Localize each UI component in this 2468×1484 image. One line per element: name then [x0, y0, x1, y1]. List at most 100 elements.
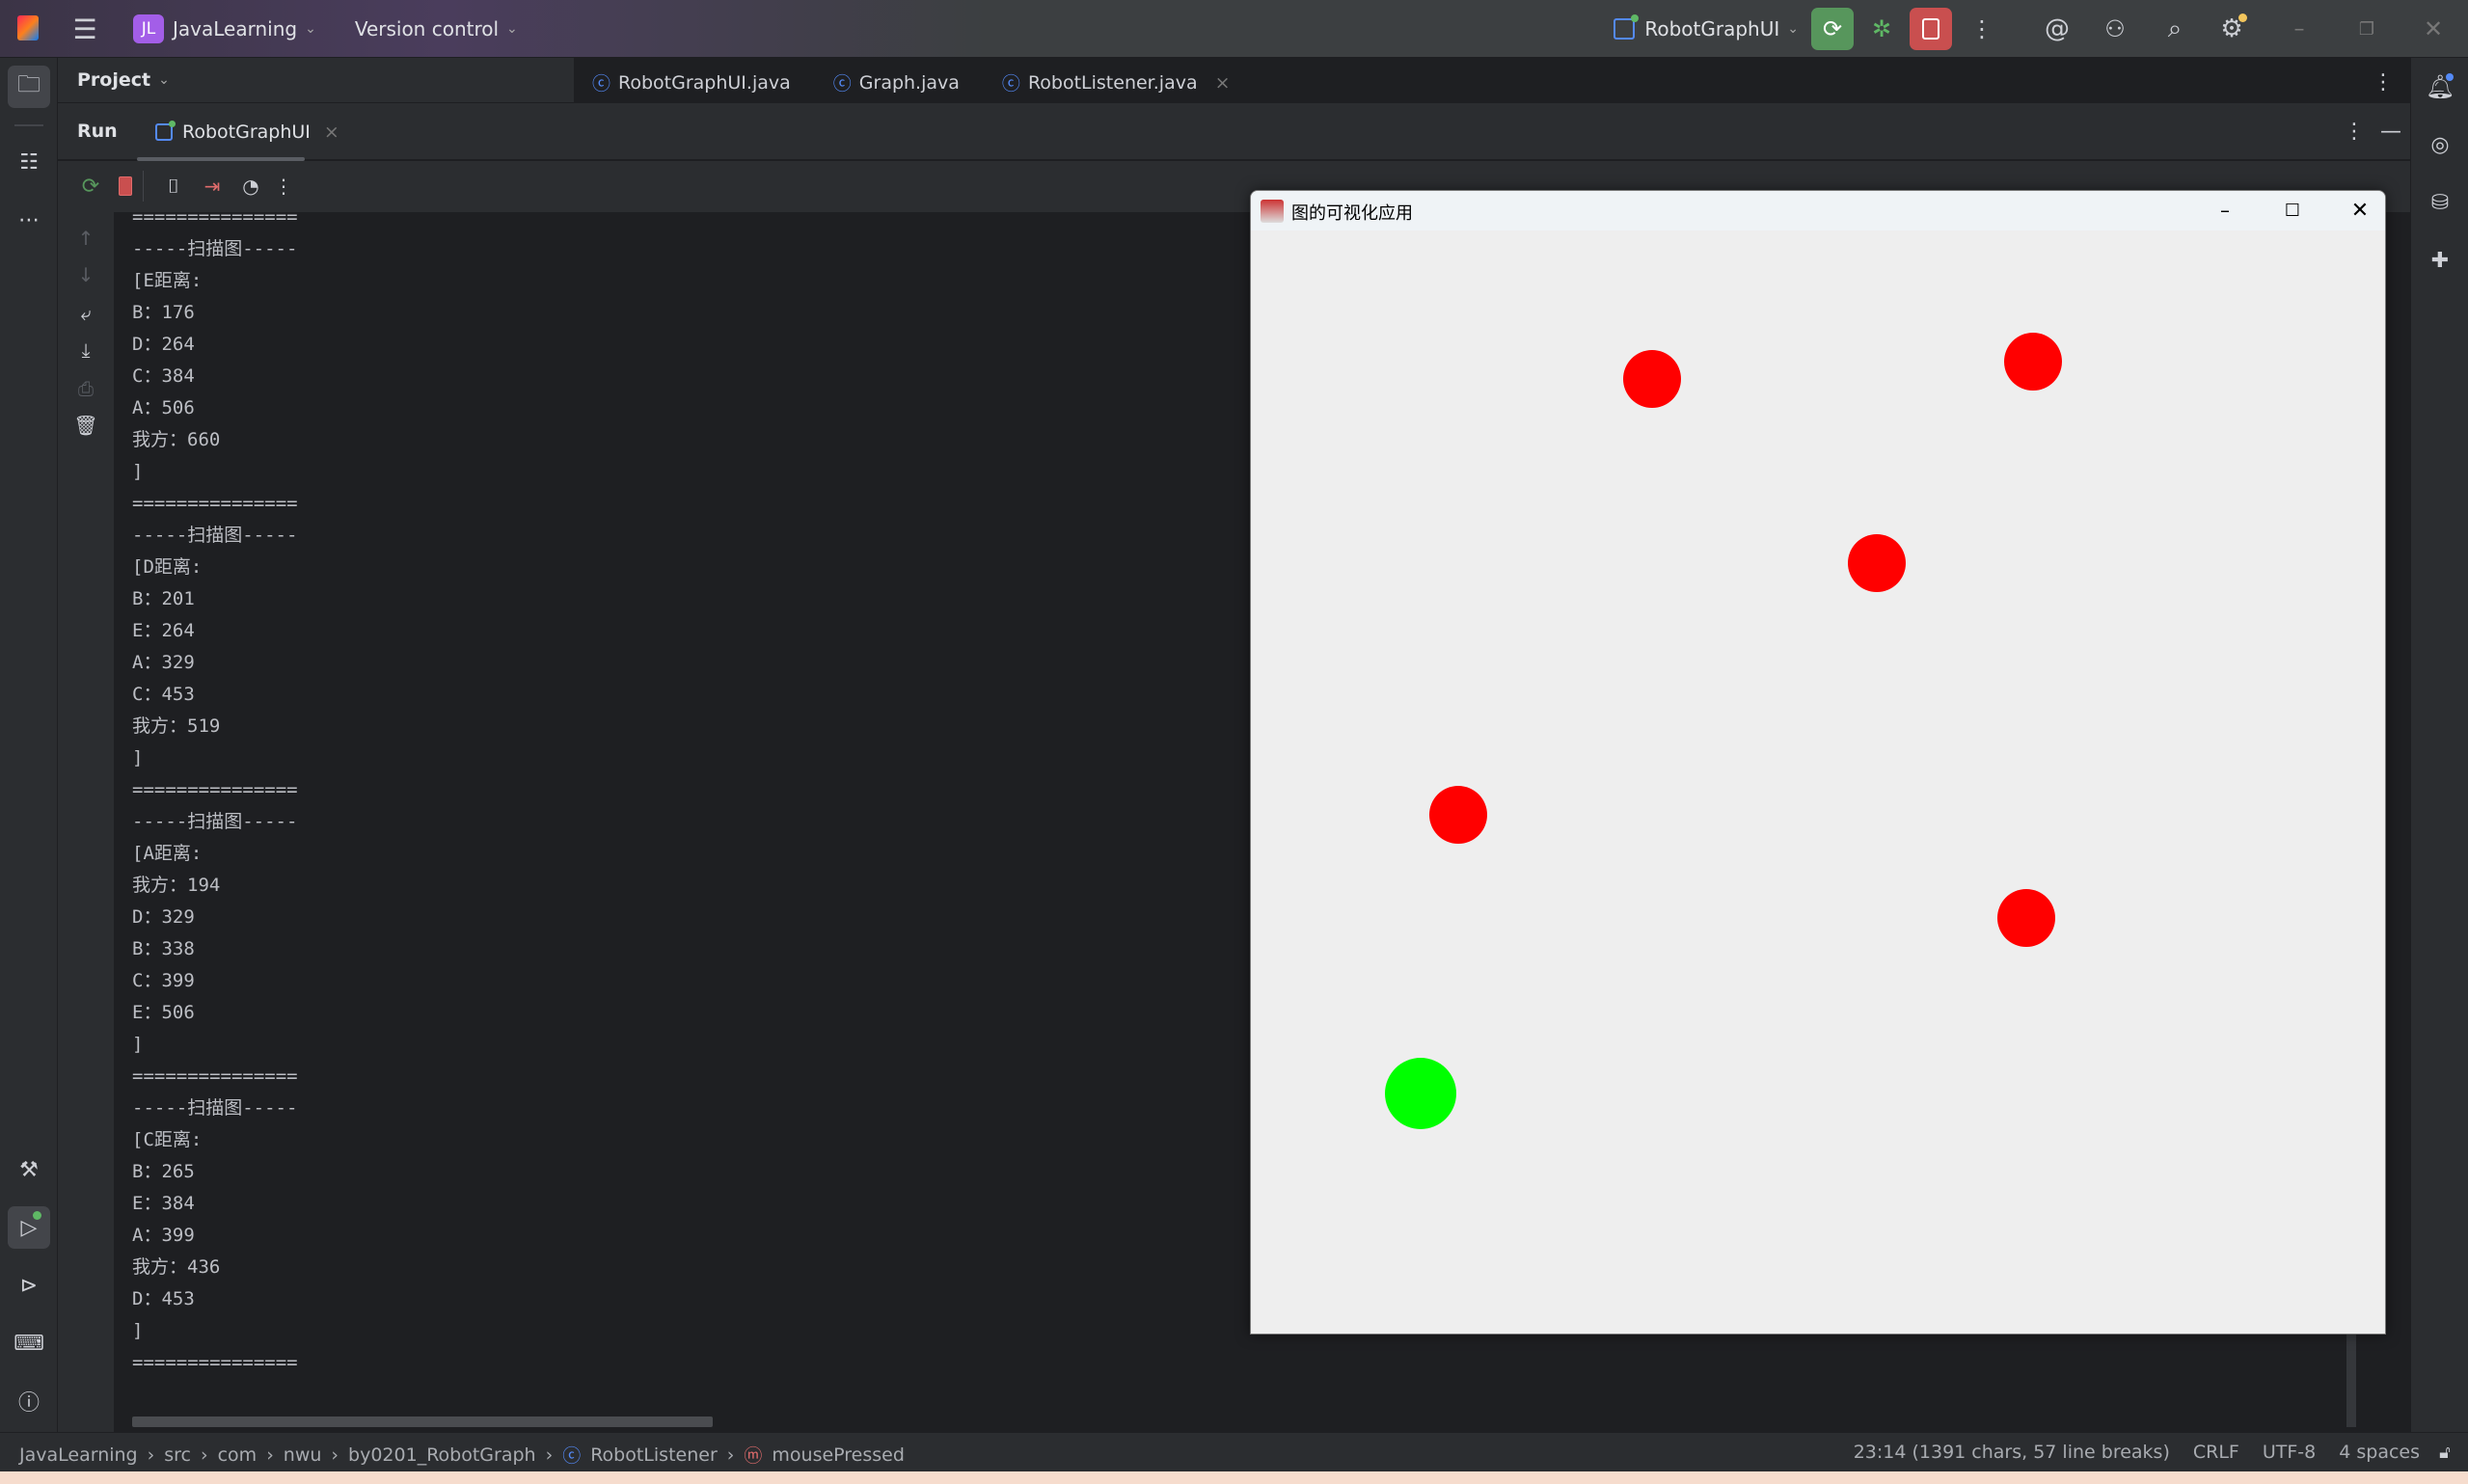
file-encoding[interactable]: UTF-8 — [2262, 1442, 2317, 1463]
graph-node[interactable] — [1623, 350, 1681, 408]
close-icon[interactable]: ✕ — [2350, 198, 2370, 223]
console-line: B：201 — [132, 588, 195, 609]
breadcrumb-item[interactable]: JavaLearning — [19, 1444, 138, 1466]
graph-node[interactable] — [1429, 786, 1487, 844]
close-tab-icon[interactable]: × — [1214, 71, 1231, 94]
vcs-menu[interactable]: Version control ⌄ — [355, 17, 518, 40]
active-tab-indicator — [137, 157, 305, 161]
breadcrumb-item[interactable]: src — [164, 1444, 191, 1466]
add-user-icon[interactable]: ⚇ — [2104, 15, 2126, 42]
console-line: [A距离: — [132, 843, 203, 864]
restore-icon[interactable]: ❐ — [2358, 18, 2375, 40]
rerun-icon[interactable]: ⟳ — [81, 174, 100, 199]
console-line: ] — [132, 1034, 144, 1055]
graph-canvas[interactable] — [1251, 230, 2385, 1334]
project-folder-icon[interactable]: 🗀 — [8, 66, 50, 108]
database-icon[interactable]: ⛁ — [2430, 190, 2450, 215]
console-line: [E距离: — [132, 270, 203, 291]
horizontal-scrollbar[interactable] — [132, 1417, 713, 1427]
tab-robotgraphui[interactable]: ⓒ RobotGraphUI.java — [592, 69, 791, 95]
breadcrumb-item[interactable]: by0201_RobotGraph — [348, 1444, 536, 1466]
tab-robotlistener[interactable]: ⓒ RobotListener.java × — [1002, 69, 1231, 95]
scroll-up-icon[interactable]: ↑ — [77, 227, 95, 250]
update-badge — [2238, 13, 2247, 22]
project-selector[interactable]: JavaLearning ⌄ — [173, 17, 316, 40]
breadcrumb-item[interactable]: com — [217, 1444, 258, 1466]
stop-button[interactable] — [1910, 8, 1952, 50]
console-line: A：329 — [132, 652, 195, 673]
run-config-selector[interactable]: RobotGraphUI ⌄ — [1614, 14, 1799, 43]
running-indicator — [33, 1211, 41, 1220]
running-indicator — [169, 121, 176, 127]
settings-icon[interactable]: ⚙ — [2220, 14, 2243, 43]
graph-node-self[interactable] — [1385, 1058, 1456, 1129]
ai-assistant-icon[interactable]: @ — [2045, 14, 2070, 43]
graph-node[interactable] — [2004, 333, 2062, 391]
more-tools-icon[interactable]: ⋯ — [18, 207, 40, 232]
console-line: A：399 — [132, 1225, 195, 1246]
console-line: B：338 — [132, 938, 195, 959]
soft-wrap-icon[interactable]: ⤶ — [80, 302, 92, 325]
more-icon[interactable]: ⋮ — [1970, 15, 1993, 42]
problems-icon[interactable]: ⓘ — [17, 1391, 40, 1416]
minimize-icon[interactable]: – — [2293, 16, 2305, 41]
project-panel-header: Project ⌄ — [58, 58, 574, 102]
line-separator[interactable]: CRLF — [2192, 1442, 2239, 1463]
vcs-label: Version control — [354, 17, 500, 40]
lock-icon[interactable]: 🔓︎ — [2439, 1442, 2451, 1463]
breadcrumb-item[interactable]: mousePressed — [772, 1444, 905, 1466]
minimize-icon[interactable]: – — [2220, 199, 2230, 222]
java-app-window: 图的可视化应用 – ☐ ✕ — [1250, 190, 2386, 1335]
breadcrumb-item[interactable]: RobotListener — [590, 1444, 718, 1466]
console-line: 我方：660 — [132, 429, 221, 450]
console-line: =============== — [132, 1066, 298, 1087]
tab-graph[interactable]: ⓒ Graph.java — [833, 69, 960, 95]
terminal-icon[interactable]: ⌨ — [14, 1331, 44, 1356]
graph-node[interactable] — [1848, 534, 1906, 592]
run-tool-icon[interactable]: ▷ — [8, 1206, 50, 1249]
hide-panel-icon[interactable]: — — [2380, 119, 2401, 144]
console-line: =============== — [132, 493, 298, 514]
maximize-icon[interactable]: ☐ — [2284, 200, 2301, 221]
rerun-button[interactable]: ⟳ — [1811, 8, 1854, 50]
exit-icon[interactable]: ⇥ — [203, 175, 221, 198]
run-more-icon[interactable]: ⋮ — [2344, 119, 2365, 144]
divider — [143, 171, 144, 202]
services-icon[interactable]: ⊳ — [19, 1273, 39, 1298]
project-badge[interactable]: JL — [133, 14, 164, 43]
cursor-position[interactable]: 23:14 (1391 chars, 57 line breaks) — [1853, 1442, 2170, 1463]
stop-icon[interactable] — [119, 176, 132, 196]
graph-node[interactable] — [1997, 889, 2055, 947]
indent-setting[interactable]: 4 spaces — [2339, 1442, 2420, 1463]
close-icon[interactable]: ✕ — [2423, 15, 2444, 42]
tabs-more-icon[interactable]: ⋮ — [2373, 69, 2394, 94]
profiler-icon[interactable]: ◔ — [242, 175, 259, 198]
console-line: D：453 — [132, 1288, 195, 1309]
camera-icon[interactable]: ⌷ — [168, 175, 179, 198]
ai-chat-icon[interactable]: ◎ — [2430, 132, 2450, 157]
chevron-right-icon: › — [147, 1444, 155, 1466]
scroll-down-icon[interactable]: ↓ — [77, 263, 95, 286]
close-tab-icon[interactable]: × — [323, 121, 339, 143]
notification-badge — [2446, 73, 2454, 81]
class-icon: ⓒ — [832, 73, 852, 94]
console-line: [C距离: — [132, 1129, 203, 1150]
structure-icon[interactable]: ☷ — [19, 149, 39, 175]
chevron-down-icon: ⌄ — [158, 72, 170, 88]
main-menu-icon[interactable]: ☰ — [72, 13, 97, 45]
toolbar-more-icon[interactable]: ⋮ — [274, 175, 293, 198]
debug-icon[interactable]: ✲ — [1871, 15, 1892, 42]
scroll-to-end-icon[interactable]: ⤓ — [81, 338, 91, 362]
right-tool-strip: 🔔︎ ◎ ⛁ ✚ — [2410, 58, 2468, 1432]
plugin-icon[interactable]: ✚ — [2430, 248, 2450, 273]
breadcrumb-item[interactable]: nwu — [283, 1444, 322, 1466]
run-tab-robotgraphui[interactable]: RobotGraphUI × — [155, 119, 339, 146]
print-icon[interactable]: ⎙ — [78, 377, 94, 400]
console-line: -----扫描图----- — [132, 525, 298, 546]
search-icon[interactable]: ⌕ — [2167, 13, 2183, 43]
build-icon[interactable]: ⚒ — [19, 1157, 39, 1182]
project-panel-selector[interactable]: Project ⌄ — [77, 67, 170, 93]
trash-icon[interactable]: 🗑︎ — [73, 414, 98, 437]
intellij-logo-icon[interactable] — [17, 15, 39, 40]
console-line: 我方：436 — [132, 1256, 221, 1278]
